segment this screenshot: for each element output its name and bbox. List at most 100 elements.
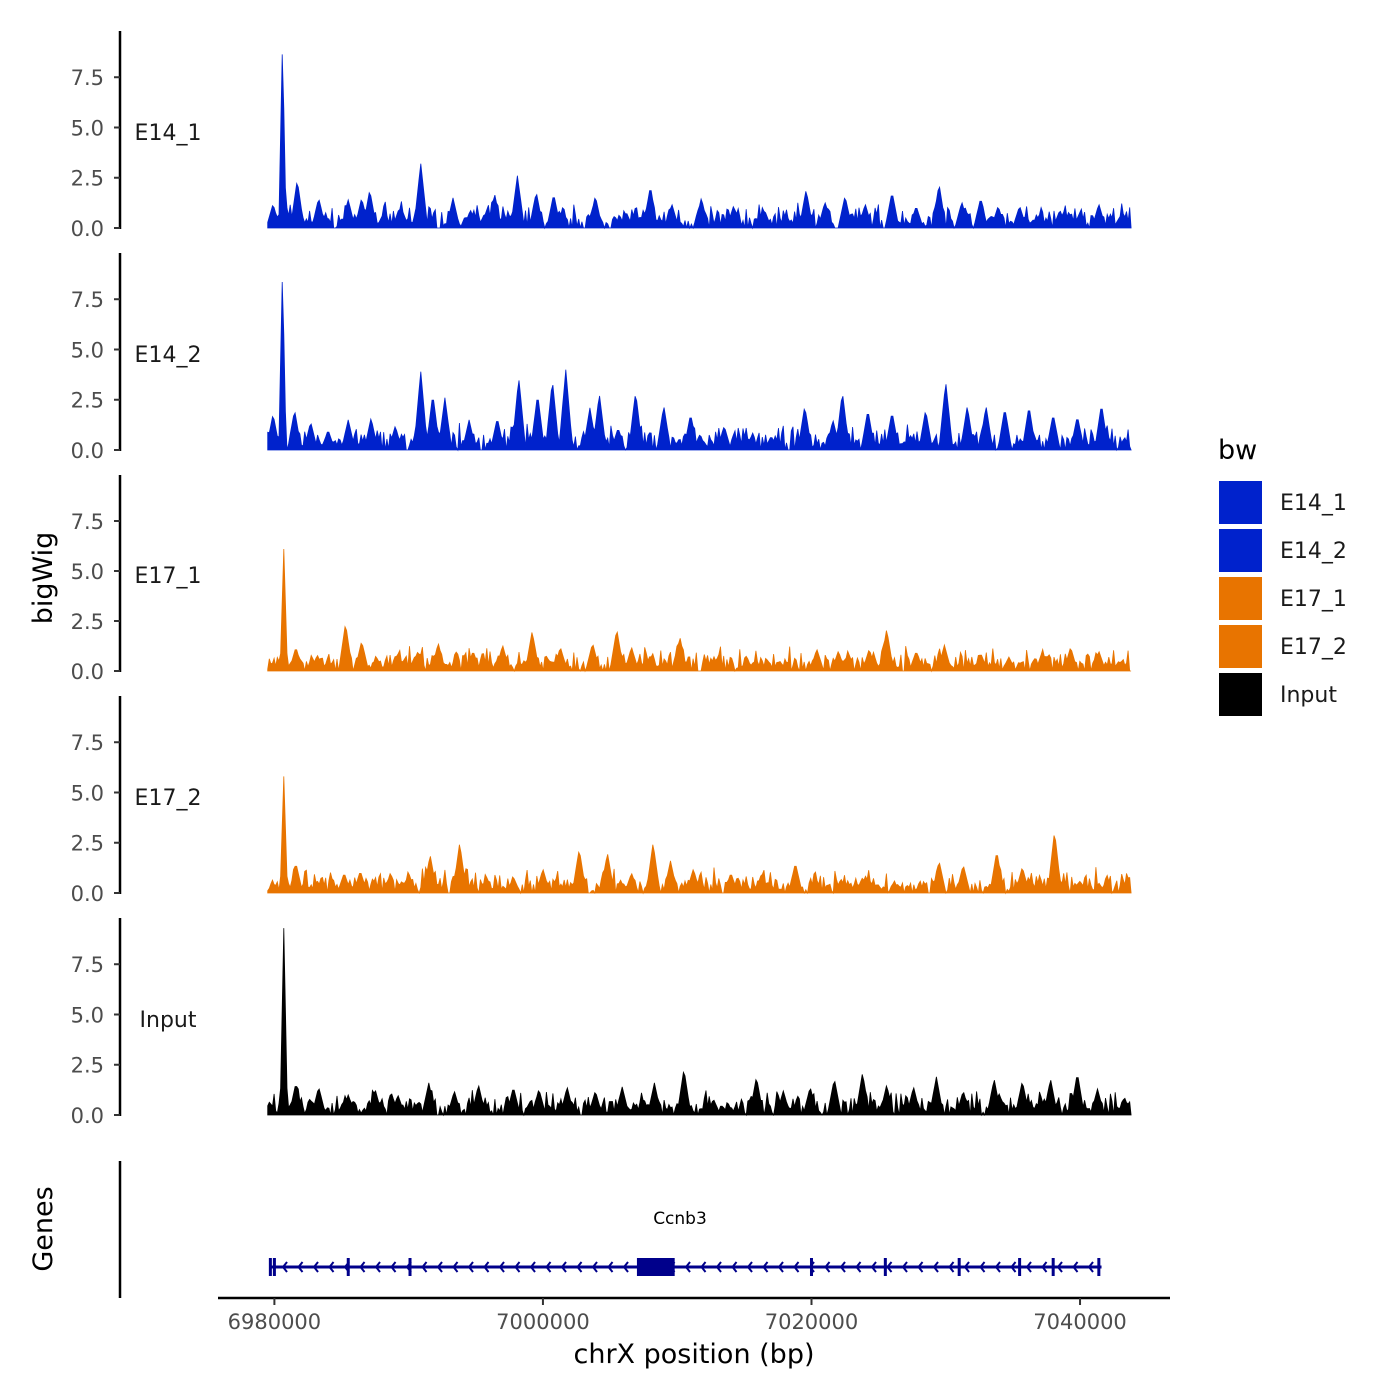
legend: bw E14_1 E14_2 E17_1 E17_2 Input	[1217, 435, 1347, 718]
y-tick-label: 0.0	[71, 439, 104, 463]
legend-title: bw	[1218, 435, 1257, 466]
x-axis: 6980000 7000000 7020000 7040000	[218, 1296, 1170, 1334]
strand-arrow	[514, 1261, 521, 1273]
exon-mark	[408, 1258, 412, 1276]
y-tick-label: 7.5	[71, 731, 104, 755]
x-axis-title: chrX position (bp)	[573, 1339, 814, 1370]
track-label: E17_1	[135, 564, 202, 589]
y-tick-label: 5.0	[71, 560, 104, 584]
y-tick-label: 2.5	[71, 389, 104, 413]
y-tick-label: 2.5	[71, 832, 104, 856]
x-tick-label: 7020000	[765, 1310, 859, 1334]
y-tick-label: 5.0	[71, 1003, 104, 1027]
strand-arrow	[793, 1261, 800, 1273]
strand-arrow	[762, 1261, 769, 1273]
y-tick-label: 7.5	[71, 953, 104, 977]
signal-area-Input	[267, 928, 1132, 1117]
strand-arrow	[839, 1261, 846, 1273]
strand-arrow	[979, 1261, 986, 1273]
y-tick-label: 0.0	[71, 882, 104, 906]
legend-label-E17_1: E17_1	[1280, 587, 1347, 612]
y-tick-label: 0.0	[71, 1104, 104, 1128]
exon-mark	[883, 1258, 887, 1276]
track-label: E17_2	[135, 786, 202, 811]
y-tick-label: 7.5	[71, 510, 104, 534]
strand-arrow	[994, 1261, 1001, 1273]
strand-arrow	[436, 1261, 443, 1273]
y-tick-label: 0.0	[71, 217, 104, 241]
strand-arrow	[684, 1261, 691, 1273]
y-tick-label: 0.0	[71, 660, 104, 684]
coding-exon-block	[636, 1258, 674, 1276]
strand-arrow	[746, 1261, 753, 1273]
strand-arrow	[498, 1261, 505, 1273]
x-tick-label: 7040000	[1033, 1310, 1127, 1334]
y-tick-label: 5.0	[71, 116, 104, 140]
strand-arrow	[1010, 1261, 1017, 1273]
strand-arrow	[421, 1261, 428, 1273]
strand-arrow	[886, 1261, 893, 1273]
strand-arrow	[700, 1261, 707, 1273]
strand-arrow	[777, 1261, 784, 1273]
y-tick-label: 7.5	[71, 288, 104, 312]
legend-label-E14_2: E14_2	[1280, 539, 1347, 564]
strand-arrow	[576, 1261, 583, 1273]
strand-arrow	[281, 1261, 288, 1273]
strand-arrow	[560, 1261, 567, 1273]
strand-arrow	[824, 1261, 831, 1273]
track-E14_1: 0.0 2.5 5.0 7.5 E14_1	[71, 31, 1132, 241]
strand-arrow	[932, 1261, 939, 1273]
legend-label-Input: Input	[1280, 683, 1337, 708]
strand-arrow	[1072, 1261, 1079, 1273]
y-axis-title: bigWig	[28, 532, 59, 625]
legend-swatch-E17_2	[1217, 623, 1264, 670]
strand-arrow	[1087, 1261, 1094, 1273]
strand-arrow	[545, 1261, 552, 1273]
y-tick-label: 5.0	[71, 781, 104, 805]
exon-mark	[272, 1258, 276, 1276]
track-label: Input	[140, 1008, 197, 1033]
strand-arrow	[870, 1261, 877, 1273]
signal-area-E14_1	[267, 54, 1132, 230]
strand-arrow	[901, 1261, 908, 1273]
y-tick-label: 5.0	[71, 338, 104, 362]
strand-arrow	[483, 1261, 490, 1273]
strand-arrow	[715, 1261, 722, 1273]
strand-arrow	[917, 1261, 924, 1273]
exon-mark	[1051, 1258, 1055, 1276]
genes-axis-title: Genes	[28, 1186, 59, 1271]
y-tick-label: 2.5	[71, 1054, 104, 1078]
strand-arrow	[591, 1261, 598, 1273]
legend-swatch-E14_1	[1217, 479, 1264, 526]
strand-arrow	[1041, 1261, 1048, 1273]
strand-arrow	[1025, 1261, 1032, 1273]
legend-label-E17_2: E17_2	[1280, 635, 1347, 660]
signal-area-E17_2	[267, 776, 1132, 895]
strand-arrow	[467, 1261, 474, 1273]
exon-mark	[1018, 1258, 1022, 1276]
gene-Ccnb3: Ccnb3	[268, 1209, 1102, 1276]
strand-arrow	[963, 1261, 970, 1273]
y-tick-label: 7.5	[71, 66, 104, 90]
tracks-group: 0.0 2.5 5.0 7.5 E14_1 0.0 2.5 5.0 7.5 E14_2 0.0 2.5…	[71, 31, 1132, 1128]
track-Input: 0.0 2.5 5.0 7.5 Input	[71, 918, 1132, 1128]
track-label: E14_1	[135, 121, 202, 146]
strand-arrow	[328, 1261, 335, 1273]
signal-area-E14_2	[267, 281, 1132, 452]
strand-arrow	[948, 1261, 955, 1273]
strand-arrow	[1056, 1261, 1063, 1273]
strand-arrow	[529, 1261, 536, 1273]
y-tick-label: 2.5	[71, 610, 104, 634]
strand-arrow	[312, 1261, 319, 1273]
exon-mark	[957, 1258, 961, 1276]
track-E14_2: 0.0 2.5 5.0 7.5 E14_2	[71, 253, 1132, 463]
track-E17_2: 0.0 2.5 5.0 7.5 E17_2	[71, 696, 1132, 906]
strand-arrow	[607, 1261, 614, 1273]
strand-arrow	[297, 1261, 304, 1273]
strand-arrow	[855, 1261, 862, 1273]
strand-arrow	[390, 1261, 397, 1273]
legend-label-E14_1: E14_1	[1280, 491, 1347, 516]
exon-mark	[809, 1258, 813, 1276]
legend-swatch-Input	[1217, 671, 1264, 718]
